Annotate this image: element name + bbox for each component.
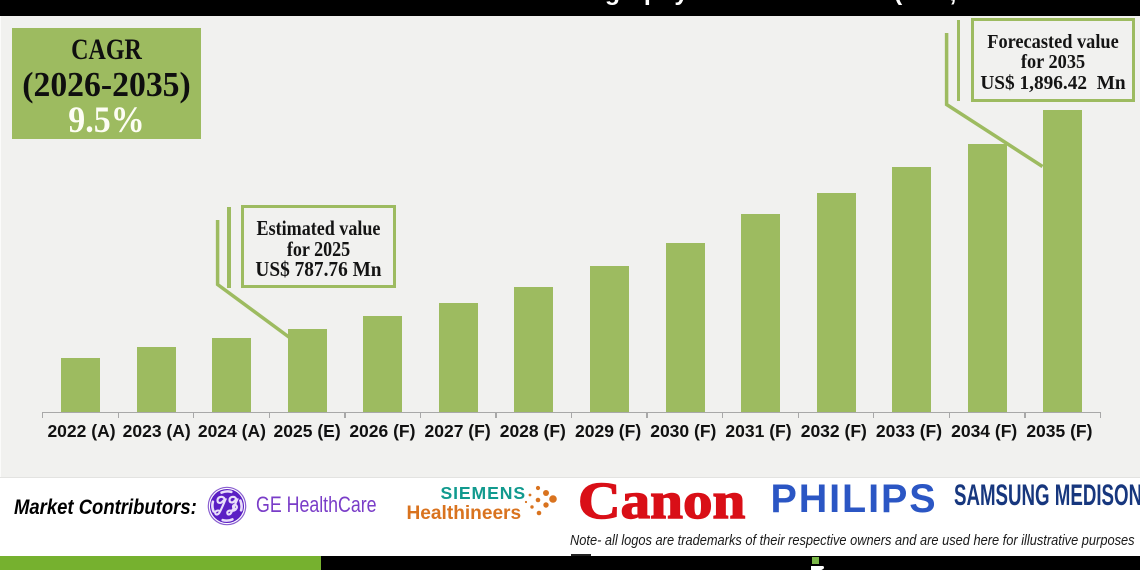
svg-text:,: , (950, 0, 957, 7)
svg-text:Ultrasound Elastography Market: Ultrasound Elastography Market Revenue (… (391, 0, 937, 6)
